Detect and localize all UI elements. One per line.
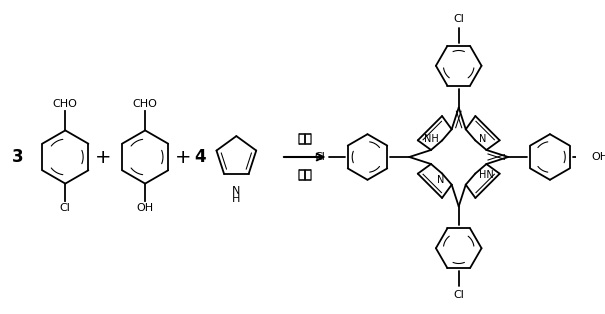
Text: +: + [175,148,191,166]
Text: 回流: 回流 [297,169,312,182]
Text: OH: OH [592,152,605,162]
Text: OH: OH [137,203,154,213]
Text: HN: HN [479,171,494,181]
Text: N: N [437,176,444,186]
Text: N: N [232,186,241,196]
Text: Cl: Cl [453,290,464,300]
Text: H: H [232,194,241,204]
Text: 3: 3 [12,148,24,166]
Text: Cl: Cl [453,14,464,24]
Text: +: + [95,148,111,166]
Text: 丙酸: 丙酸 [297,132,312,145]
Text: Cl: Cl [60,203,71,213]
Text: N: N [479,133,486,143]
Text: CHO: CHO [132,100,157,110]
Text: CHO: CHO [53,100,78,110]
Text: 回流: 回流 [297,168,312,181]
Text: 丙酸: 丙酸 [297,133,312,146]
Text: NH: NH [424,133,439,143]
Text: Cl: Cl [315,152,325,162]
Text: 4: 4 [194,148,206,166]
